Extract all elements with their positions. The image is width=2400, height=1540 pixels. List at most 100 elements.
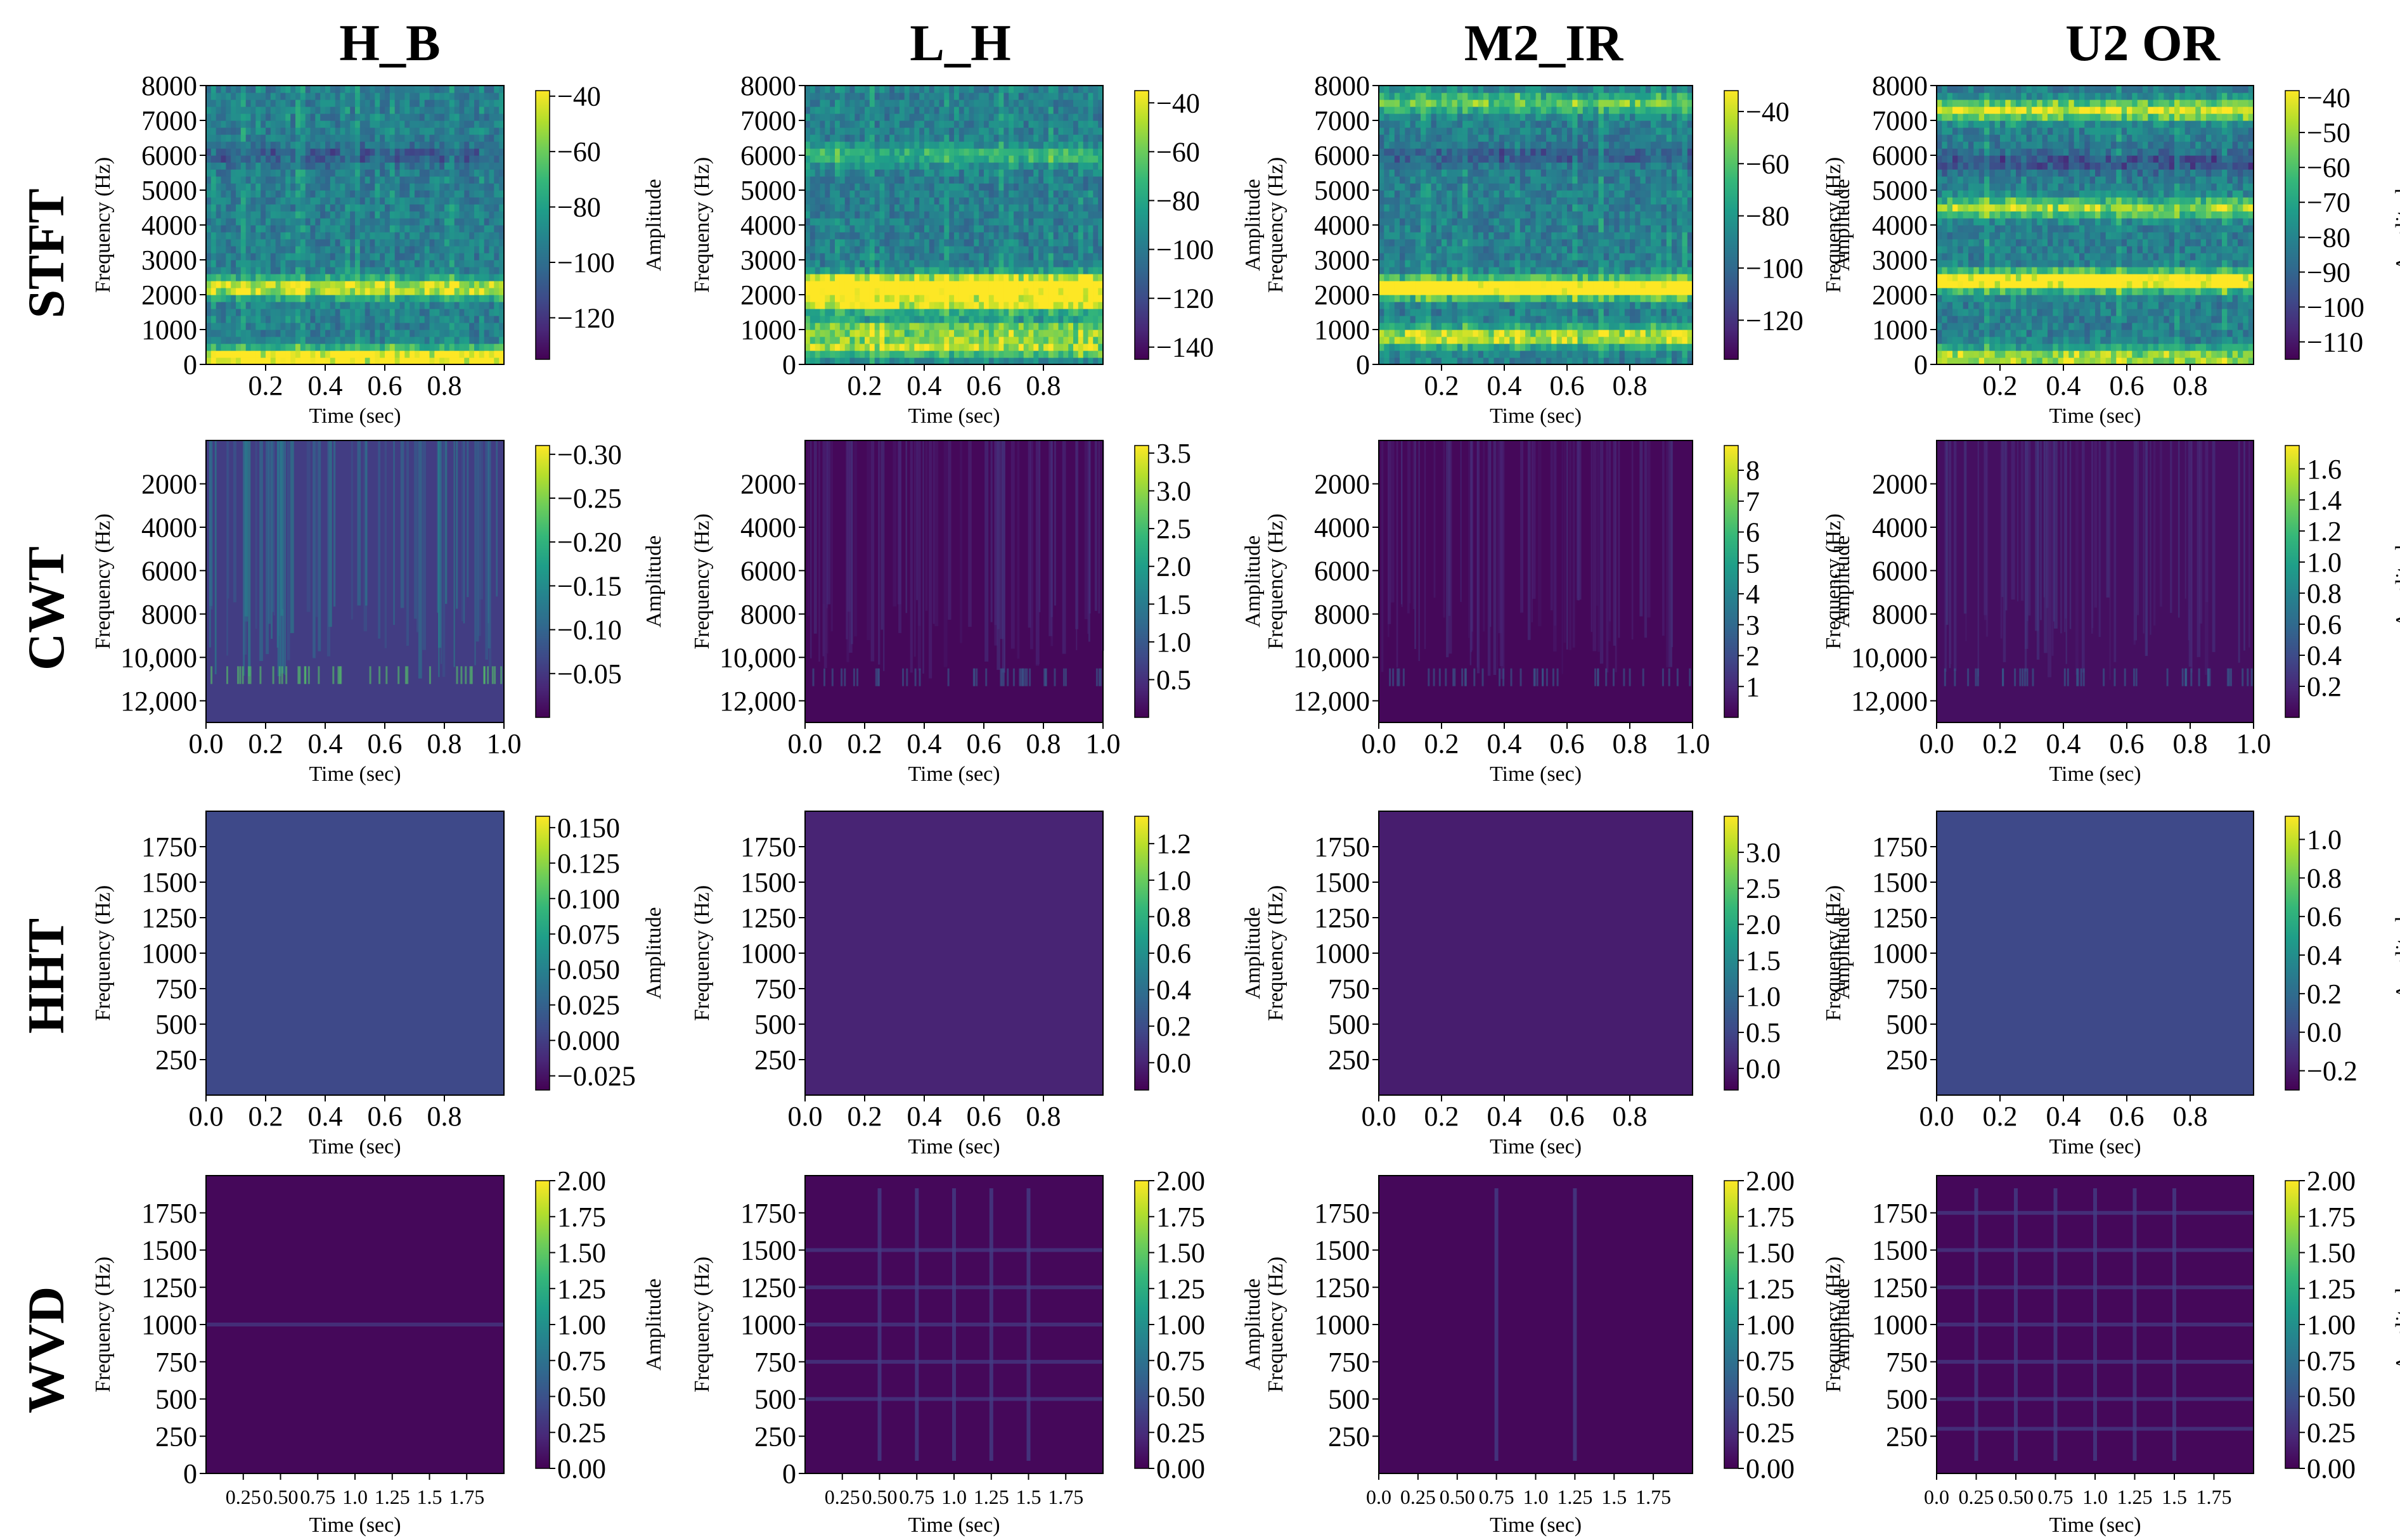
y-axis-label: Frequency (Hz): [1264, 885, 1287, 1021]
panel-hht-hb: 0.0 0.2 0.4 0.6 0.8 250 500 750 1000 1250 1500 1750…: [91, 811, 666, 1158]
axes-frame: [1378, 440, 1693, 723]
colorbar-tick-label: 1.5: [1746, 945, 1781, 976]
colorbar-tick-label: 0.4: [2307, 940, 2342, 971]
x-tick-label: 0.8: [427, 370, 462, 401]
x-tick-label: 0.6: [1550, 1101, 1585, 1132]
colorbar-tick-label: 3.0: [1156, 476, 1191, 507]
x-tick-label: 0.50: [263, 1485, 299, 1508]
row-title-0: STFT: [17, 188, 75, 318]
panel-hht-m2ir: 0.0 0.2 0.4 0.6 0.8 250 500 750 1000 1250 1500 1750…: [1264, 811, 1854, 1158]
column-title-0: H_B: [339, 14, 440, 72]
y-tick-label: 8000: [740, 70, 796, 101]
colorbar-tick-label: −80: [2307, 222, 2351, 253]
heatmap-wvd-u2or: [1937, 1176, 2254, 1473]
x-tick-label: 0.2: [248, 1101, 283, 1132]
x-tick-label: 1.25: [974, 1485, 1009, 1508]
y-axis-label: Frequency (Hz): [91, 885, 115, 1021]
y-tick-label: 1000: [1314, 1309, 1370, 1340]
y-tick-label: 1000: [740, 1309, 796, 1340]
y-tick-label: 2000: [1314, 468, 1370, 499]
colorbar-tick-label: 0.6: [1156, 938, 1191, 969]
colorbar-tick-label: 2.0: [1156, 551, 1191, 582]
y-tick-label: 0: [1356, 349, 1370, 380]
colorbar-tick-label: −0.25: [557, 483, 622, 514]
y-tick-label: 750: [1886, 1347, 1928, 1378]
x-tick-label: 1.75: [1635, 1485, 1671, 1508]
y-tick-label: 500: [754, 1009, 796, 1040]
colorbar-tick-label: 0.50: [1746, 1382, 1795, 1413]
colorbar-label: Amplitude: [2392, 179, 2400, 271]
y-tick-label: 0: [183, 349, 197, 380]
x-tick-label: 0.50: [1440, 1485, 1475, 1508]
x-tick-label: 0.2: [848, 370, 882, 401]
y-tick-label: 1750: [740, 831, 796, 863]
x-tick-label: 0.50: [862, 1485, 898, 1508]
column-title-1: L_H: [910, 14, 1010, 72]
y-tick-label: 1000: [740, 314, 796, 345]
x-axis-label: Time (sec): [1490, 1135, 1582, 1158]
colorbar-tick-label: −120: [1746, 305, 1803, 336]
x-tick-label: 0.2: [248, 370, 283, 401]
colorbar-tick-label: 0.50: [557, 1382, 606, 1413]
colorbar-tick-label: 0.5: [1746, 1017, 1781, 1048]
colorbar-tick-label: 1.00: [557, 1309, 606, 1340]
y-tick-label: 1750: [1314, 1198, 1370, 1229]
colorbar-tick-label: −40: [2307, 82, 2351, 113]
y-tick-label: 7000: [1314, 105, 1370, 136]
x-tick-label: 0.4: [1487, 370, 1522, 401]
y-tick-label: 0: [183, 1458, 197, 1489]
heatmap-cwt-lh: [805, 440, 1104, 722]
colorbar-tick-label: 0.5: [1156, 664, 1191, 695]
x-tick-label: 0.2: [248, 728, 283, 759]
colorbar-tick-label: 1.6: [2307, 454, 2342, 485]
colorbar-tick-label: −0.20: [557, 527, 622, 558]
y-tick-label: 2000: [740, 279, 796, 311]
colorbar-tick-label: −80: [1156, 185, 1200, 216]
x-tick-label: 0.6: [368, 1101, 403, 1132]
y-tick-label: 2000: [141, 279, 197, 311]
y-tick-label: 250: [1328, 1044, 1370, 1075]
x-tick-label: 0.0: [1366, 1485, 1391, 1508]
row-title-1: CWT: [17, 546, 75, 671]
y-tick-label: 1000: [1872, 314, 1928, 345]
y-tick-label: 10,000: [719, 642, 796, 673]
y-tick-label: 500: [155, 1384, 197, 1415]
y-axis-label: Frequency (Hz): [91, 513, 115, 649]
y-tick-label: 4000: [740, 512, 796, 543]
row-title-3: WVD: [17, 1287, 75, 1413]
colorbar-tick-label: −50: [2307, 117, 2351, 148]
colorbar: [2285, 816, 2300, 1091]
colorbar-tick-label: −60: [557, 136, 601, 167]
colorbar-tick-label: 0.00: [1746, 1453, 1795, 1484]
y-tick-label: 1500: [1314, 1235, 1370, 1266]
heatmap-stft-hb: [206, 86, 505, 365]
colorbar-tick-label: 7: [1746, 486, 1760, 517]
colorbar-tick-label: 1.00: [1746, 1309, 1795, 1340]
colorbar-tick-label: −0.05: [557, 658, 622, 690]
x-tick-label: 1.5: [2162, 1485, 2187, 1508]
y-axis-label: Frequency (Hz): [1264, 513, 1287, 649]
x-tick-label: 0.0: [189, 728, 224, 759]
y-tick-label: 1500: [740, 1235, 796, 1266]
colorbar-tick-label: 1.25: [1746, 1273, 1795, 1304]
y-tick-label: 8000: [1314, 599, 1370, 630]
y-tick-label: 0: [782, 1458, 796, 1489]
colorbar-tick-label: 1.0: [1156, 865, 1191, 896]
x-tick-label: 0.75: [899, 1485, 934, 1508]
x-axis-label: Time (sec): [309, 762, 401, 786]
y-tick-label: 10,000: [1851, 642, 1928, 673]
y-tick-label: 1000: [1314, 938, 1370, 969]
x-tick-label: 0.2: [848, 1101, 882, 1132]
colorbar-label: Amplitude: [1831, 907, 1854, 999]
y-tick-label: 1000: [1872, 938, 1928, 969]
y-tick-label: 1750: [1872, 1198, 1928, 1229]
y-tick-label: 6000: [141, 555, 197, 586]
y-tick-label: 1250: [1872, 1272, 1928, 1303]
x-tick-label: 0.2: [1983, 1101, 2018, 1132]
y-tick-label: 0: [782, 349, 796, 380]
colorbar-tick-label: −0.2: [2307, 1056, 2358, 1087]
y-tick-label: 12,000: [1293, 686, 1370, 717]
y-tick-label: 250: [1328, 1421, 1370, 1452]
y-tick-label: 500: [1886, 1384, 1928, 1415]
